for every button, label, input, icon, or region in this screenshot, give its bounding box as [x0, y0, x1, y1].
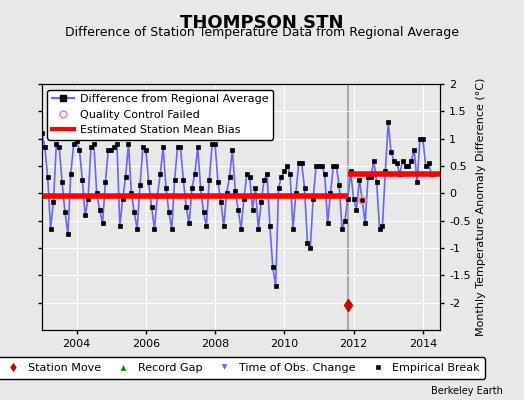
Text: Difference of Station Temperature Data from Regional Average: Difference of Station Temperature Data f… — [65, 26, 459, 39]
Y-axis label: Monthly Temperature Anomaly Difference (°C): Monthly Temperature Anomaly Difference (… — [476, 78, 486, 336]
Text: THOMPSON STN: THOMPSON STN — [180, 14, 344, 32]
Text: Berkeley Earth: Berkeley Earth — [431, 386, 503, 396]
Legend: Difference from Regional Average, Quality Control Failed, Estimated Station Mean: Difference from Regional Average, Qualit… — [48, 90, 273, 140]
Legend: Station Move, Record Gap, Time of Obs. Change, Empirical Break: Station Move, Record Gap, Time of Obs. C… — [0, 358, 485, 378]
